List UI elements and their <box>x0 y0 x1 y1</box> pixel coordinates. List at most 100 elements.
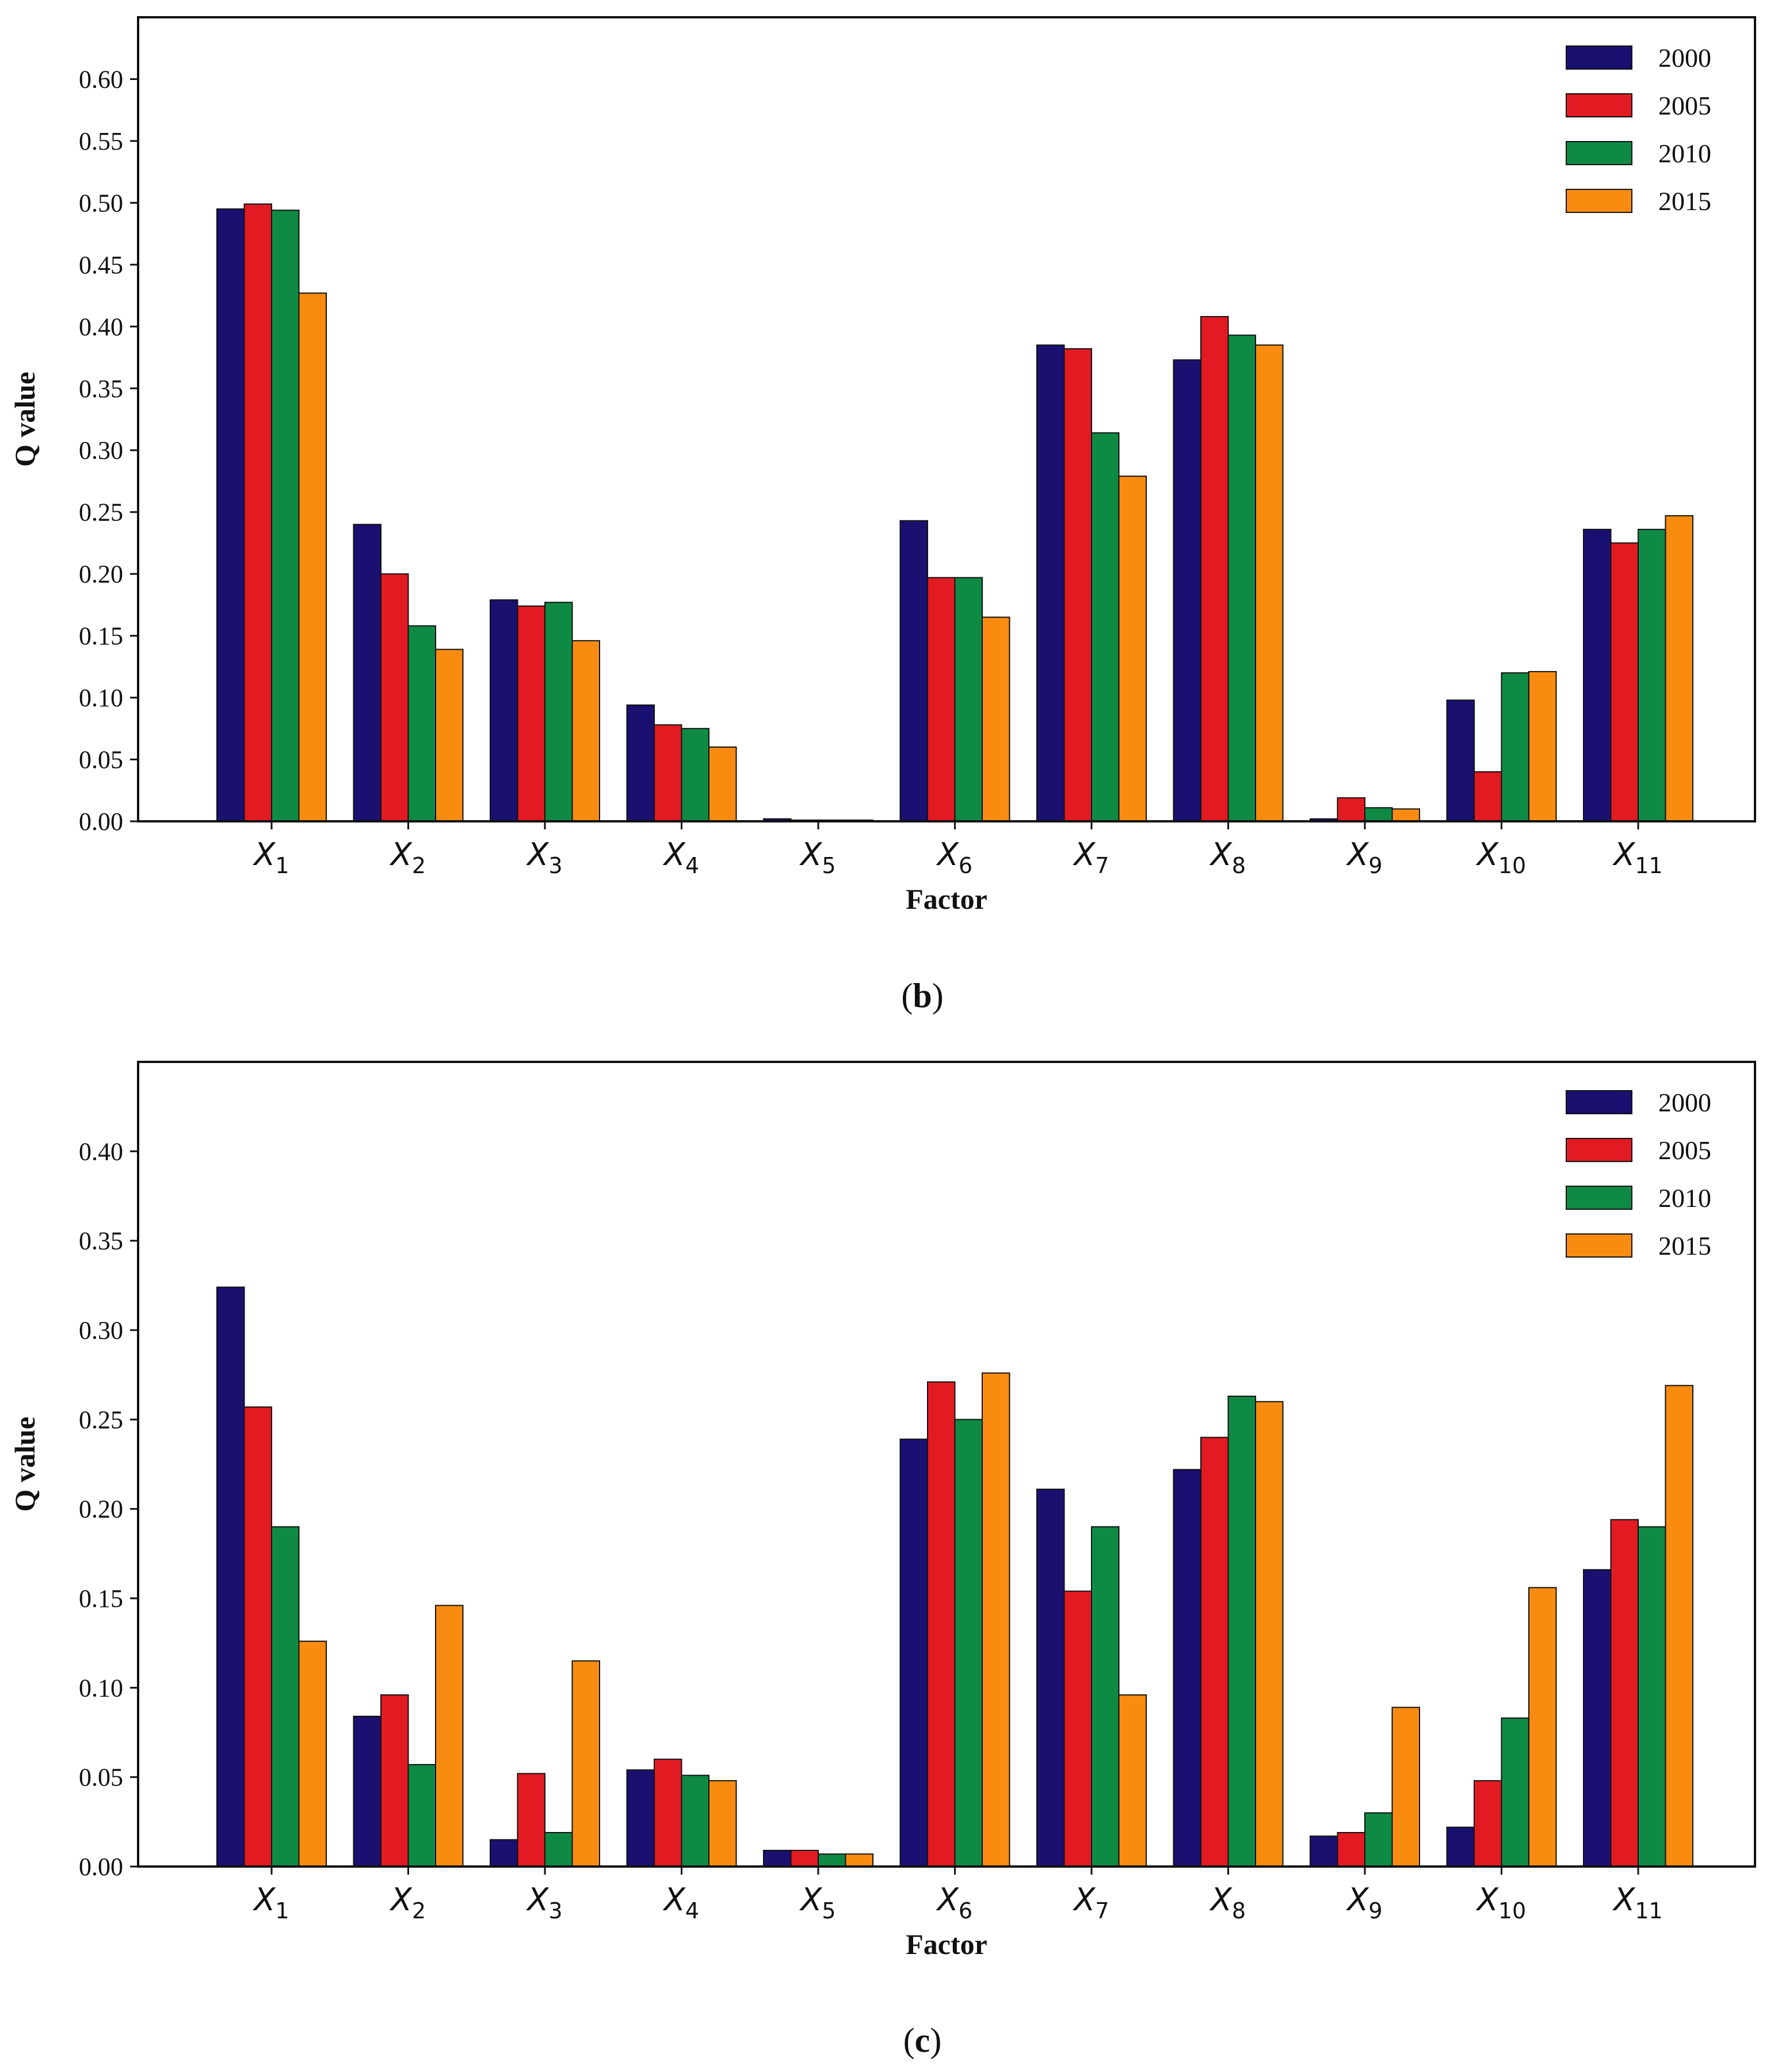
plot-frame <box>137 1061 1756 1868</box>
bar-2000-x4 <box>626 704 655 822</box>
bar-2000-x5 <box>763 1850 792 1867</box>
bar-2015-x3 <box>571 640 600 822</box>
bar-2015-x4 <box>708 1780 737 1867</box>
y-axis-title: Q value <box>9 372 41 467</box>
bar-2015-x2 <box>435 649 464 822</box>
bar-2005-x6 <box>927 577 956 822</box>
bar-2015-x10 <box>1528 671 1557 822</box>
y-tick-label: 0.60 <box>79 65 123 93</box>
bar-2010-x4 <box>681 1774 709 1868</box>
bars <box>216 1286 1693 1868</box>
x-tick-label: X3 <box>525 1881 562 1924</box>
legend-label-2015: 2015 <box>1658 1231 1711 1260</box>
bar-2015-x1 <box>298 1640 327 1868</box>
bar-2000-x9 <box>1310 1835 1338 1867</box>
x-tick-label: X1 <box>252 836 289 878</box>
bar-2010-x10 <box>1501 1717 1529 1868</box>
y-tick-label: 0.35 <box>79 1227 123 1255</box>
bar-2015-x9 <box>1391 808 1420 822</box>
legend-label-2010: 2010 <box>1658 1183 1711 1213</box>
bar-2000-x11 <box>1583 528 1612 822</box>
bar-2005-x9 <box>1337 1832 1365 1867</box>
bar-2005-x2 <box>380 573 409 822</box>
x-axis: X1 X2 X3 X4 X5 X6 X7 X8 X9 X10 X11 <box>252 1867 1663 1924</box>
bar-2005-x7 <box>1063 1590 1092 1868</box>
x-tick-label: X1 <box>252 1881 289 1924</box>
bar-2000-x3 <box>490 1839 518 1867</box>
bar-2000-x8 <box>1173 359 1201 822</box>
bar-2015-x7 <box>1118 475 1147 822</box>
bar-2005-x3 <box>517 605 545 822</box>
y-tick-label: 0.30 <box>79 1316 123 1344</box>
bar-2010-x9 <box>1364 1812 1393 1868</box>
x-tick-label: X5 <box>799 1881 835 1924</box>
bar-2010-x2 <box>407 1764 436 1867</box>
y-tick-label: 0.10 <box>79 684 123 712</box>
bar-2010-x10 <box>1501 672 1529 822</box>
bar-2010-x8 <box>1227 334 1256 822</box>
bar-2010-x11 <box>1638 1526 1666 1867</box>
x-tick-label: X9 <box>1345 836 1382 878</box>
bar-2000-x1 <box>216 208 245 822</box>
y-tick-label: 0.00 <box>79 808 123 836</box>
plot-frame <box>137 16 1756 822</box>
bar-2015-x6 <box>982 616 1010 822</box>
y-tick-label: 0.20 <box>79 560 123 588</box>
bar-2005-x8 <box>1200 316 1229 822</box>
bar-2005-x7 <box>1063 348 1092 822</box>
bar-2005-x1 <box>243 203 272 822</box>
y-axis-title: Q value <box>9 1416 41 1511</box>
legend-swatch-2010 <box>1566 141 1632 165</box>
bar-2015-x4 <box>708 746 737 822</box>
legend-label-2000: 2000 <box>1658 43 1711 73</box>
legend-swatch-2015 <box>1566 189 1632 213</box>
bar-2015-x6 <box>982 1372 1010 1868</box>
x-tick-label: X10 <box>1475 1881 1526 1924</box>
bar-2000-x3 <box>490 599 518 822</box>
bar-2000-x6 <box>899 520 928 822</box>
bar-2015-x1 <box>298 292 327 822</box>
bar-2010-x6 <box>954 577 983 822</box>
bar-2005-x10 <box>1474 1780 1502 1867</box>
y-tick-label: 0.35 <box>79 375 123 403</box>
bar-2000-x7 <box>1036 344 1065 822</box>
bar-2000-x10 <box>1446 1826 1475 1867</box>
bar-2010-x9 <box>1364 807 1393 822</box>
bar-2005-x2 <box>380 1694 409 1868</box>
bar-2005-x1 <box>243 1406 272 1868</box>
y-tick-label: 0.10 <box>79 1674 123 1702</box>
x-axis-title: Factor <box>906 1928 987 1960</box>
x-axis: X1 X2 X3 X4 X5 X6 X7 X8 X9 X10 X11 <box>252 821 1663 878</box>
x-tick-label: X6 <box>936 1881 972 1924</box>
bar-2005-x4 <box>654 1758 682 1868</box>
x-tick-label: X11 <box>1612 1881 1662 1924</box>
legend-swatch-2005 <box>1566 1138 1632 1162</box>
y-tick-label: 0.20 <box>79 1495 123 1523</box>
bar-2015-x3 <box>571 1660 600 1867</box>
y-axis: 0.00 0.05 0.10 0.15 0.20 0.25 0.30 0.35 0.40 0.45… <box>79 65 138 836</box>
bar-2015-x10 <box>1528 1587 1557 1867</box>
bar-2000-x2 <box>353 524 381 822</box>
bar-2010-x3 <box>544 1832 573 1867</box>
y-tick-label: 0.25 <box>79 1406 123 1434</box>
x-tick-label: X4 <box>662 836 699 878</box>
bar-2015-x9 <box>1391 1707 1420 1867</box>
y-tick-label: 0.55 <box>79 127 123 155</box>
y-tick-label: 0.00 <box>79 1853 123 1881</box>
y-tick-label: 0.40 <box>79 313 123 341</box>
y-tick-label: 0.25 <box>79 498 123 527</box>
bar-2005-x11 <box>1610 1519 1639 1868</box>
bar-2010-x7 <box>1091 1526 1120 1867</box>
x-tick-label: X8 <box>1209 836 1246 878</box>
bar-2005-x5 <box>790 1850 819 1867</box>
legend-swatch-2010 <box>1566 1186 1632 1210</box>
bar-2015-x11 <box>1665 1385 1693 1868</box>
bar-2005-x10 <box>1474 771 1502 822</box>
bar-2015-x11 <box>1665 515 1693 822</box>
bar-2000-x10 <box>1446 699 1475 822</box>
bar-2010-x8 <box>1227 1395 1256 1867</box>
bar-2005-x4 <box>654 724 682 822</box>
bar-2015-x5 <box>845 1853 873 1868</box>
bar-2010-x6 <box>954 1419 983 1868</box>
